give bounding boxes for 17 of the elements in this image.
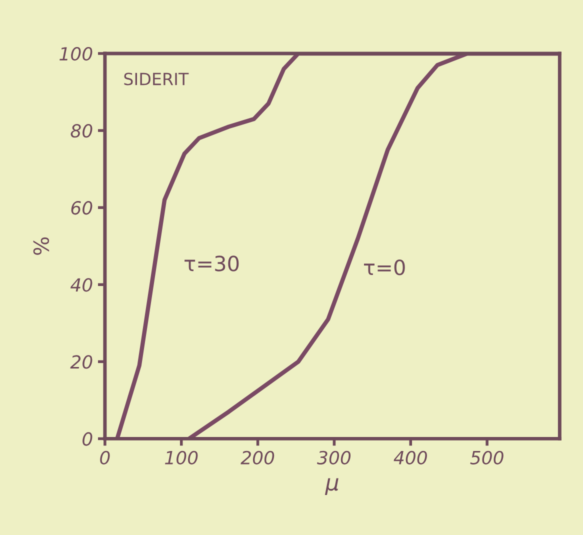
y-tick-label: 80 (70, 124, 92, 138)
x-tick-label: 400 (394, 450, 427, 464)
x-tick-label: 300 (317, 450, 351, 464)
annotation: τ=30 (184, 256, 239, 272)
x-tick-label: 0 (100, 450, 110, 464)
x-tick-label: 500 (470, 450, 504, 464)
y-axis-title: % (33, 237, 50, 255)
x-tick-label: 100 (165, 450, 198, 464)
y-tick-label: 100 (60, 46, 92, 61)
annotation: SIDERIT (124, 72, 189, 86)
y-tick-label: 60 (71, 201, 92, 215)
x-axis-title: μ (324, 478, 338, 496)
x-tick-label: 200 (240, 450, 274, 464)
y-tick-label: 40 (70, 278, 92, 292)
annotation: τ=0 (364, 260, 405, 276)
y-tick-label: 0 (82, 432, 92, 446)
y-tick-label: 20 (70, 355, 92, 369)
